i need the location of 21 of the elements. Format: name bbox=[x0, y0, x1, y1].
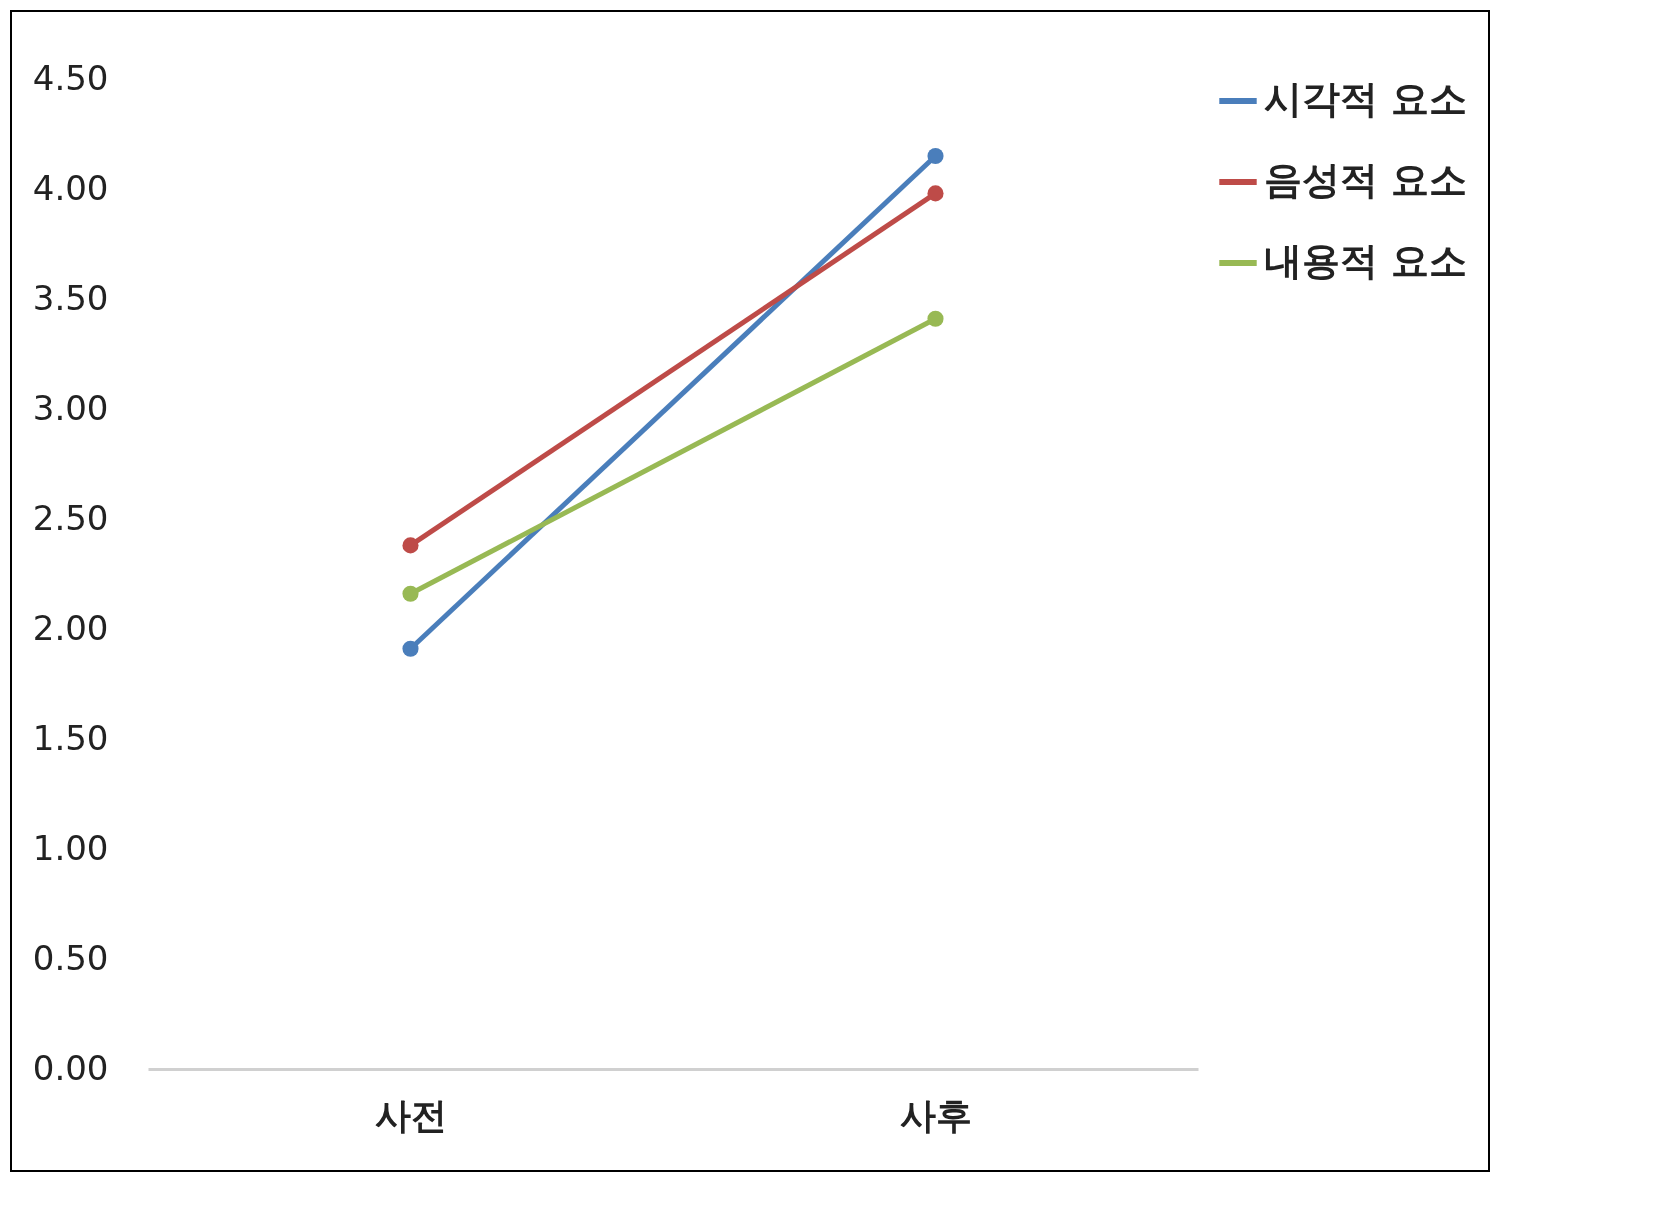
y-tick-label: 0.00 bbox=[32, 1047, 109, 1088]
legend-label: 시각적 요소 bbox=[1264, 77, 1468, 121]
point bbox=[402, 585, 419, 602]
y-tick-label: 3.00 bbox=[32, 387, 109, 428]
y-tick-label: 3.50 bbox=[32, 277, 109, 318]
point bbox=[402, 640, 419, 657]
x-tick-label: 사전 bbox=[375, 1094, 447, 1136]
x-tick-label: 사후 bbox=[900, 1094, 972, 1136]
y-tick-label: 2.00 bbox=[32, 607, 109, 648]
y-tick-label: 1.50 bbox=[32, 717, 109, 758]
y-tick-label: 4.50 bbox=[32, 57, 109, 98]
y-tick-label: 4.00 bbox=[32, 167, 109, 208]
y-tick-label: 1.00 bbox=[32, 827, 109, 868]
point bbox=[927, 185, 944, 202]
legend-label: 내용적 요소 bbox=[1264, 239, 1468, 283]
point bbox=[927, 147, 944, 165]
y-tick-label: 0.50 bbox=[32, 937, 109, 978]
legend-label: 음성적 요소 bbox=[1264, 158, 1468, 202]
y-tick-label: 2.50 bbox=[32, 497, 109, 538]
point bbox=[927, 310, 944, 327]
point bbox=[402, 537, 419, 554]
